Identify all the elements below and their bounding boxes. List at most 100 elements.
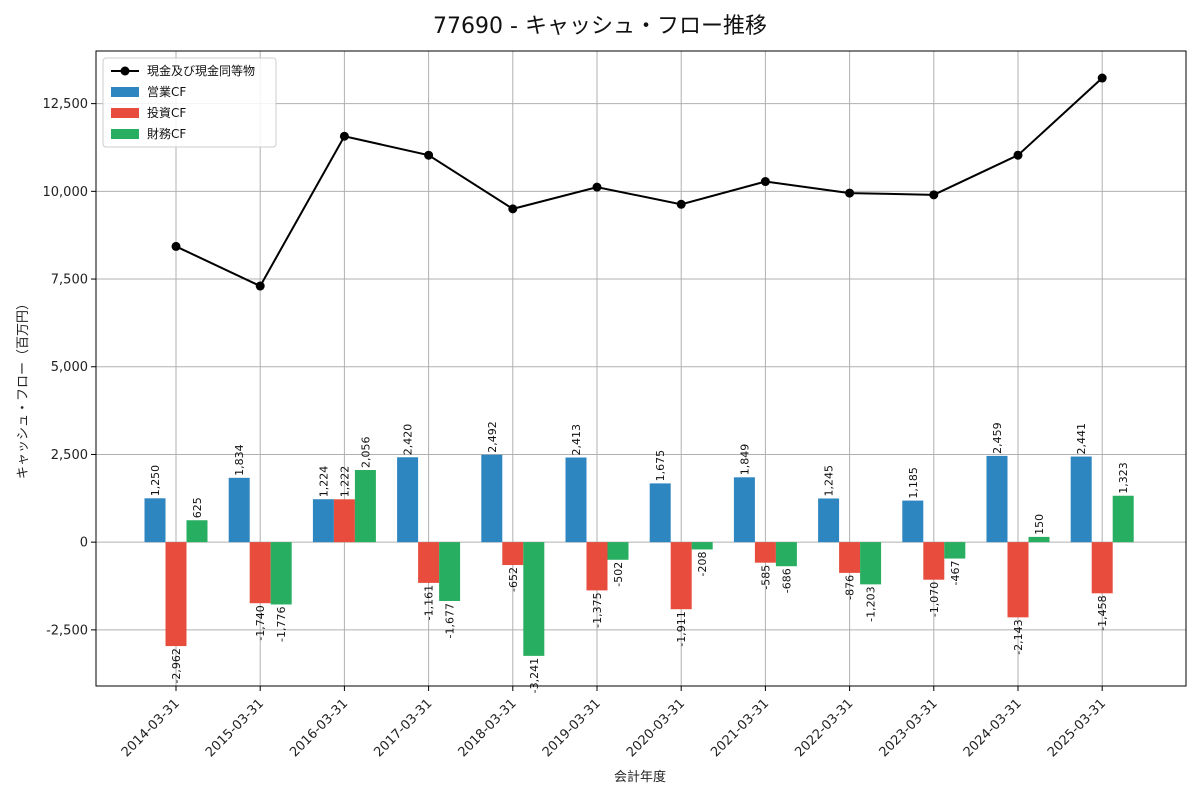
cash-point: [929, 190, 939, 200]
bar: [565, 457, 587, 543]
y-axis-ticks: -2,500 0 2,500 5,000 7,500 10,000 12,500: [43, 97, 96, 638]
bar-value-label: -2,143: [1012, 619, 1025, 654]
y-tick-label: 5,000: [51, 360, 88, 375]
bar: [839, 542, 861, 573]
y-axis-label: キャッシュ・フロー（百万円）: [16, 297, 31, 479]
x-tick-label: 2020-03-31: [624, 696, 688, 760]
y-tick-label: 7,500: [51, 273, 88, 288]
x-tick-label: 2018-03-31: [456, 696, 520, 760]
x-tick-label: 2015-03-31: [203, 696, 267, 760]
cash-point: [255, 281, 265, 291]
bar-value-label: -3,241: [528, 658, 541, 693]
bar: [1007, 542, 1029, 618]
bar-value-label: 150: [1033, 514, 1046, 535]
bar-value-label: -208: [696, 551, 709, 576]
bar-value-label: 1,323: [1117, 462, 1130, 494]
x-tick-label: 2019-03-31: [540, 696, 604, 760]
bar: [397, 457, 419, 543]
bar: [818, 498, 840, 543]
x-tick-label: 2017-03-31: [371, 696, 435, 760]
bar: [649, 483, 671, 543]
legend-swatch: [111, 129, 139, 139]
bar: [733, 477, 755, 543]
bar: [270, 542, 292, 605]
bar-value-label: 1,224: [317, 466, 330, 498]
bar: [144, 498, 166, 543]
bar-value-label: 625: [191, 497, 204, 518]
bar-value-label: -1,203: [865, 586, 878, 621]
y-tick-label: -2,500: [46, 623, 88, 638]
bar-value-label: 1,675: [654, 450, 667, 482]
x-tick-label: 2022-03-31: [792, 696, 856, 760]
cash-point: [339, 131, 349, 141]
bar-value-label: -652: [507, 567, 520, 592]
bar-value-label: 1,245: [823, 465, 836, 497]
bar-value-label: -1,911: [675, 611, 688, 646]
bar: [670, 542, 692, 610]
bar-value-label: 1,222: [338, 466, 351, 498]
bar-value-label: -585: [759, 565, 772, 590]
bar-value-label: 2,420: [402, 424, 415, 456]
bar-value-label: 2,492: [486, 421, 499, 453]
bar-value-label: 2,413: [570, 424, 583, 456]
cash-point: [1097, 73, 1107, 83]
chart-title: 77690 - キャッシュ・フロー推移: [433, 14, 767, 39]
bar: [186, 520, 208, 543]
bar: [1091, 542, 1113, 594]
legend-swatch: [111, 87, 139, 97]
bar-value-label: 2,056: [359, 437, 372, 469]
bar-value-label: 2,441: [1075, 423, 1088, 455]
x-axis-label: 会計年度: [614, 769, 666, 785]
x-tick-label: 2025-03-31: [1045, 696, 1109, 760]
bar-value-label: -1,070: [928, 582, 941, 617]
bar: [418, 542, 440, 583]
legend-line-marker: [120, 66, 130, 76]
bar: [902, 500, 924, 543]
y-tick-label: 0: [80, 536, 88, 551]
bar-value-labels: 1,250 1,834 1,224 2,420 2,492 2,413 1,675 1,849…: [149, 421, 1130, 693]
line-series: [171, 73, 1107, 291]
cash-point: [171, 241, 181, 251]
bar: [1028, 536, 1050, 543]
x-axis-ticks: 2014-03-31 2015-03-31 2016-03-31 2017-03-31…: [119, 686, 1109, 760]
x-tick-label: 2024-03-31: [961, 696, 1025, 760]
y-tick-label: 10,000: [43, 185, 89, 200]
y-tick-label: 2,500: [51, 448, 88, 463]
bar: [754, 542, 776, 563]
bar: [607, 542, 629, 560]
plot-frame: [95, 50, 1187, 687]
bar: [312, 499, 334, 543]
bar: [502, 542, 524, 566]
legend-label: 現金及び現金同等物: [147, 63, 255, 78]
cash-point: [760, 177, 770, 187]
bar-value-label: -1,740: [254, 605, 267, 640]
x-tick-label: 2016-03-31: [287, 696, 351, 760]
bar: [691, 542, 713, 550]
bar: [481, 454, 503, 543]
legend-label: 営業CF: [147, 85, 186, 99]
bar-value-label: -2,962: [170, 648, 183, 683]
bar: [944, 542, 966, 559]
bar: [1070, 456, 1092, 543]
bar-value-label: -1,677: [444, 603, 457, 638]
bar: [923, 542, 945, 580]
cash-line: [175, 77, 1103, 288]
bar: [586, 542, 608, 591]
bar-value-label: -467: [949, 561, 962, 586]
bar-value-label: -502: [612, 562, 625, 587]
cash-point: [845, 188, 855, 198]
bar: [523, 542, 545, 656]
legend-label: 投資CF: [147, 105, 186, 120]
bar: [165, 542, 187, 647]
bar-value-label: 1,834: [233, 444, 246, 476]
bar: [860, 542, 882, 585]
legend-frame: [102, 57, 277, 148]
x-tick-label: 2021-03-31: [708, 696, 772, 760]
bar-series: [144, 454, 1134, 656]
cash-point: [1013, 150, 1023, 160]
bar-value-label: 2,459: [991, 422, 1004, 454]
y-tick-label: 12,500: [43, 97, 89, 112]
bar: [439, 542, 461, 601]
